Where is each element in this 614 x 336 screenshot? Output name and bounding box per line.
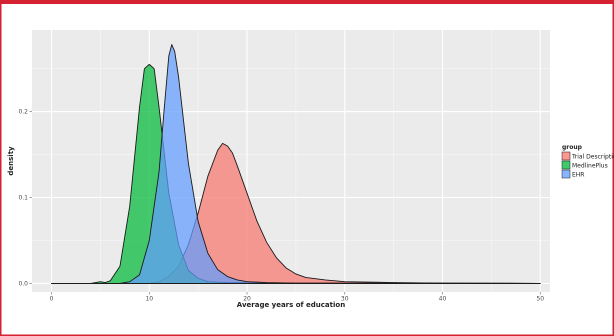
x-axis-ticks: 0 10 20 30 40 50 [50, 292, 544, 303]
x-tick-label: 10 [145, 296, 153, 303]
x-tick-label: 0 [50, 296, 54, 303]
density-areas [51, 44, 541, 284]
y-tick-label: 0.2 [18, 109, 28, 116]
legend-label-ehr: EHR [572, 171, 584, 178]
legend-title: group [562, 144, 583, 151]
density-area-ehr [51, 44, 541, 284]
legend-key-trial-description [561, 151, 571, 161]
x-tick-label: 20 [243, 296, 251, 303]
y-axis-label: density [7, 146, 15, 176]
x-tick-label: 30 [341, 296, 349, 303]
legend-key-ehr [561, 169, 571, 179]
x-tick-label: 50 [536, 296, 544, 303]
legend-label-medlineplus: MedlinePlus [572, 162, 608, 169]
x-tick-label: 40 [439, 296, 447, 303]
legend: group Trial Description MedlinePlus EHR [561, 144, 614, 179]
legend-items: Trial Description MedlinePlus EHR [561, 151, 614, 179]
legend-key-medlineplus [561, 160, 571, 170]
top-accent-bar [0, 0, 614, 4]
y-tick-label: 0.1 [18, 195, 28, 202]
y-tick-label: 0.0 [18, 280, 28, 287]
legend-label-trial-description: Trial Description [571, 153, 614, 160]
x-axis-label: Average years of education [237, 301, 345, 309]
plot-panel [32, 30, 550, 292]
y-axis-ticks: 0.0 0.1 0.2 [18, 109, 32, 287]
